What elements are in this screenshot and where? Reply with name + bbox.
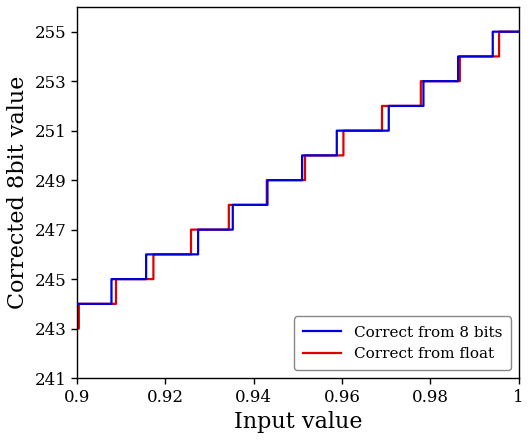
Correct from 8 bits <box>487 54 493 59</box>
Correct from 8 bits <box>357 128 364 133</box>
Correct from float <box>357 128 364 133</box>
Correct from float <box>341 128 347 133</box>
Correct from 8 bits <box>516 29 522 34</box>
Legend: Correct from 8 bits, Correct from float: Correct from 8 bits, Correct from float <box>294 316 511 370</box>
Correct from float <box>487 54 493 59</box>
Correct from 8 bits <box>184 252 190 257</box>
Correct from 8 bits <box>74 301 80 307</box>
Correct from float <box>184 252 190 257</box>
Correct from float <box>282 177 289 183</box>
Correct from float <box>516 29 522 34</box>
Correct from 8 bits <box>390 103 397 109</box>
Correct from 8 bits <box>490 29 496 34</box>
Correct from 8 bits <box>282 177 289 183</box>
Line: Correct from 8 bits: Correct from 8 bits <box>77 32 519 304</box>
Line: Correct from float: Correct from float <box>77 32 519 329</box>
X-axis label: Input value: Input value <box>234 411 362 433</box>
Correct from 8 bits <box>341 128 347 133</box>
Correct from float <box>390 103 397 109</box>
Y-axis label: Corrected 8bit value: Corrected 8bit value <box>7 76 29 309</box>
Correct from float <box>496 29 502 34</box>
Correct from float <box>74 326 80 331</box>
